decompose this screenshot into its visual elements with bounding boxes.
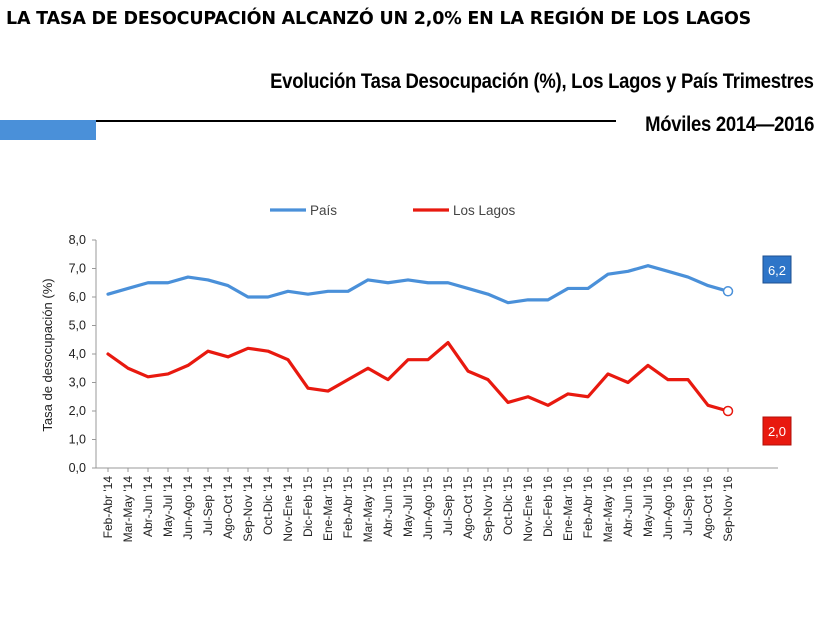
y-tick-label: 7,0 [69,262,86,276]
x-tick-label: Jul-Sep '15 [441,476,455,536]
y-tick-label: 3,0 [69,376,86,390]
chart-subtitle-line1: Evolución Tasa Desocupación (%), Los Lag… [270,70,814,93]
y-tick-label: 1,0 [69,433,86,447]
x-tick-label: Abr-Jun '15 [381,476,395,537]
x-tick-label: May-Jul '14 [161,476,175,537]
los-lagos-end-label: 2,0 [768,424,786,439]
x-tick-label: Dic-Feb '15 [301,476,315,537]
pais-end-marker [722,286,734,297]
x-tick-label: Feb-Abr '14 [101,476,115,539]
x-tick-label: Oct-Dic '14 [261,476,275,535]
los-lagos-end-label-box [762,416,792,446]
y-tick-label: 0,0 [69,461,86,475]
x-tick-label: Ago-Oct '16 [701,476,715,539]
series-los-lagos-line [106,341,730,413]
x-tick-label: Mar-May '14 [121,476,135,543]
title-rule [96,120,616,122]
accent-bar [0,120,96,140]
y-tick-label: 5,0 [69,319,86,333]
y-tick-label: 2,0 [69,404,86,418]
headline: LA TASA DE DESOCUPACIÓN ALCANZÓ UN 2,0% … [6,9,752,29]
x-tick-label: Abr-Jun '14 [141,476,155,537]
x-tick-label: Ago-Oct '15 [461,476,475,539]
series-pais-line [106,264,730,305]
x-tick-label: Nov-Ene '16 [521,476,535,542]
x-tick-label: Jun-Ago '16 [661,476,675,540]
chart-subtitle-line2: Móviles 2014—2016 [644,113,814,136]
x-tick-label: Sep-Nov '15 [481,476,495,542]
pais-end-label: 6,2 [768,263,786,278]
x-tick-label: Sep-Nov '14 [241,476,255,542]
legend-los-lagos-label: Los Lagos [453,203,516,218]
x-tick-label: Jul-Sep '14 [201,476,215,536]
x-tick-label: Ene-Mar '15 [321,476,335,541]
x-tick-label: Jun-Ago '15 [421,476,435,540]
y-tick-label: 8,0 [69,233,86,247]
x-tick-label: Oct-Dic '15 [501,476,515,535]
x-tick-label: Feb-Abr '15 [341,476,355,539]
los-lagos-end-marker [722,405,734,417]
x-tick-label: Sep-Nov '16 [721,476,735,542]
x-tick-label: Ene-Mar '16 [561,476,575,541]
x-tick-label: Jul-Sep '16 [681,476,695,536]
x-tick-label: May-Jul '16 [641,476,655,537]
x-tick-label: Dic-Feb '16 [541,476,555,537]
x-tick-label: Ago-Oct '14 [221,476,235,539]
pais-end-label-box [762,255,792,284]
x-tick-label: May-Jul '15 [401,476,415,537]
x-tick-label: Jun-Ago '14 [181,476,195,540]
x-tick-label: Mar-May '15 [361,476,375,543]
y-tick-label: 6,0 [69,290,86,304]
x-tick-label: Mar-May '16 [601,476,615,543]
y-axis-title: Tasa de desocupación (%) [40,278,55,431]
y-tick-label: 4,0 [69,347,86,361]
x-tick-label: Abr-Jun '16 [621,476,635,537]
x-tick-label: Nov-Ene '14 [281,476,295,542]
legend-pais-label: País [310,203,337,218]
x-tick-label: Feb-Abr '16 [581,476,595,539]
